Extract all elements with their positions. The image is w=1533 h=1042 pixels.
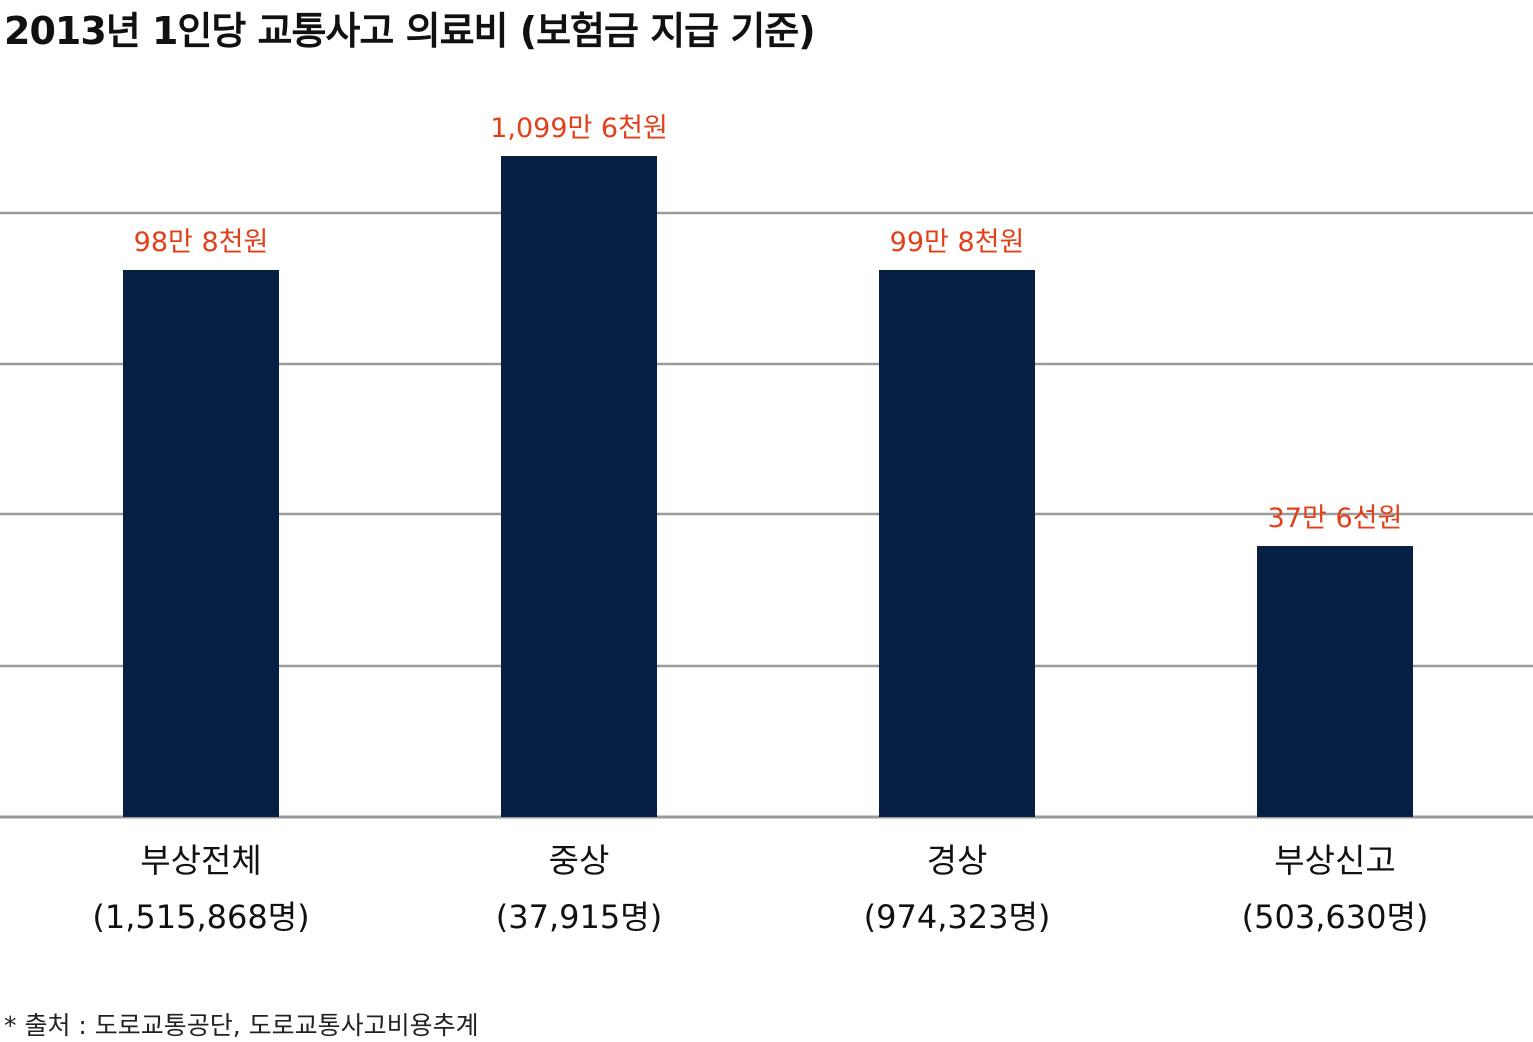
category-label: 부상신고 bbox=[1274, 841, 1395, 880]
category-count-label: (974,323명) bbox=[864, 898, 1051, 936]
source-note: * 출처 : 도로교통공단, 도로교통사고비용추계 bbox=[4, 1011, 479, 1040]
category-label: 부상전체 bbox=[140, 841, 261, 880]
category-count-label: (1,515,868명) bbox=[92, 898, 309, 936]
category-count-label: (37,915명) bbox=[496, 898, 662, 936]
bar-1 bbox=[123, 270, 279, 817]
value-label: 99만 8천원 bbox=[890, 227, 1025, 258]
category-count-label: (503,630명) bbox=[1242, 898, 1429, 936]
bar-2 bbox=[501, 156, 657, 817]
category-label: 중상 bbox=[549, 841, 610, 880]
chart-title: 2013년 1인당 교통사고 의료비 (보험금 지급 기준) bbox=[4, 9, 816, 53]
bar-4 bbox=[1257, 546, 1413, 817]
value-label: 98만 8천원 bbox=[134, 227, 269, 258]
value-label: 37만 6선원 bbox=[1268, 503, 1403, 534]
value-label: 1,099만 6천원 bbox=[490, 113, 668, 144]
bar-3 bbox=[879, 270, 1035, 817]
category-label: 경상 bbox=[927, 841, 988, 880]
